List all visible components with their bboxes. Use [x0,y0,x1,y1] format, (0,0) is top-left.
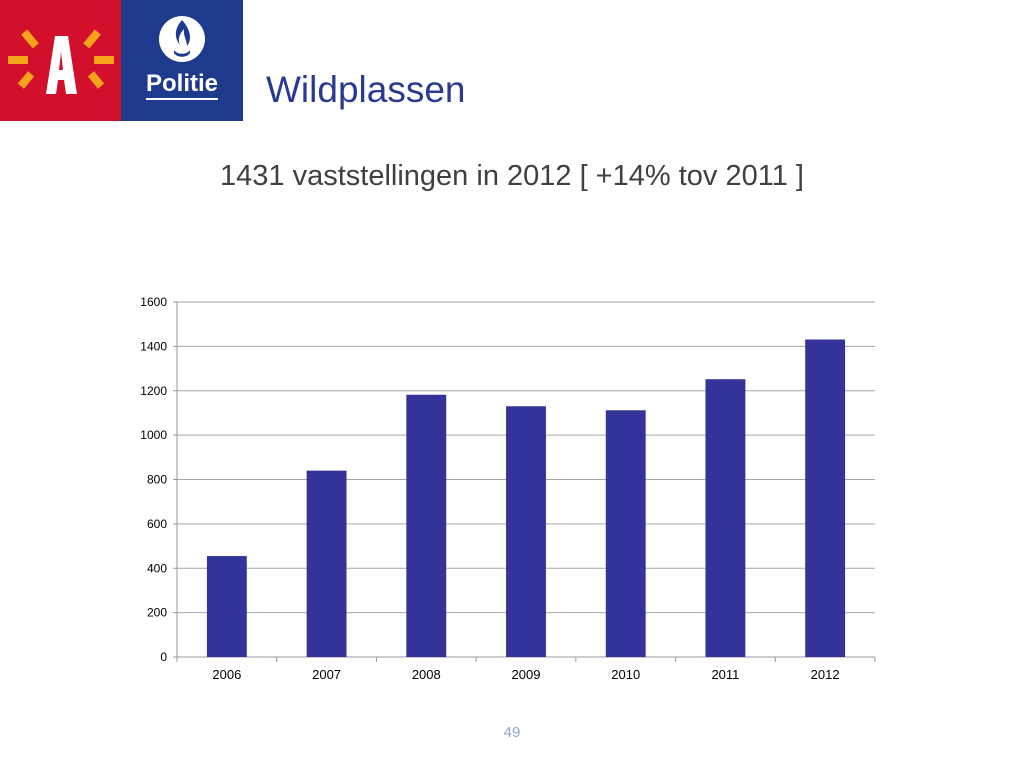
y-tick-label: 1600 [140,295,167,309]
slide-title: Wildplassen [266,69,466,110]
politie-logo-text: Politie [146,70,218,97]
y-tick-label: 1400 [140,339,167,353]
slide-subtitle: 1431 vaststellingen in 2012 [ +14% tov 2… [220,160,804,192]
politie-logo: Politie [121,0,243,121]
y-axis-ticks: 0 200 400 600 800 1000 1200 1400 1600 [140,295,167,664]
y-tick-label: 0 [160,650,167,664]
y-tick-label: 1200 [140,384,167,398]
bar-2006 [206,556,247,657]
x-tick-label: 2010 [611,667,640,682]
x-tick-label: 2009 [512,667,541,682]
antwerpen-a-icon [0,0,121,121]
chart-bars [206,339,846,657]
bar-2010 [605,410,646,657]
x-tick-label: 2011 [711,667,739,682]
x-tick-label: 2012 [811,667,840,682]
x-tick-label: 2006 [212,667,241,682]
y-tick-label: 1000 [140,428,167,442]
y-tick-label: 600 [147,517,167,531]
bar-2009 [506,406,546,657]
bar-2011 [705,379,746,657]
politie-flame-icon: Politie [146,16,218,100]
page-number: 49 [503,724,521,741]
antwerpen-logo [0,0,121,121]
y-tick-label: 400 [147,561,167,575]
y-tick-label: 800 [147,473,167,487]
x-axis-ticks: 2006 2007 2008 2009 2010 2011 2012 [176,657,876,682]
bar-2007 [306,470,347,657]
y-tick-label: 200 [147,606,167,620]
bar-2008 [406,394,447,657]
bar-2012 [805,339,846,657]
x-tick-label: 2008 [412,667,441,682]
x-tick-label: 2007 [312,667,341,682]
